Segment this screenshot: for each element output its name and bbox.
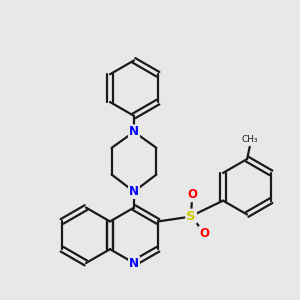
Text: N: N [129, 125, 139, 138]
Text: N: N [129, 256, 139, 269]
Text: N: N [129, 185, 139, 198]
Text: S: S [186, 210, 196, 223]
Text: CH₃: CH₃ [242, 135, 258, 144]
Text: O: O [200, 227, 209, 240]
Text: O: O [187, 188, 197, 201]
